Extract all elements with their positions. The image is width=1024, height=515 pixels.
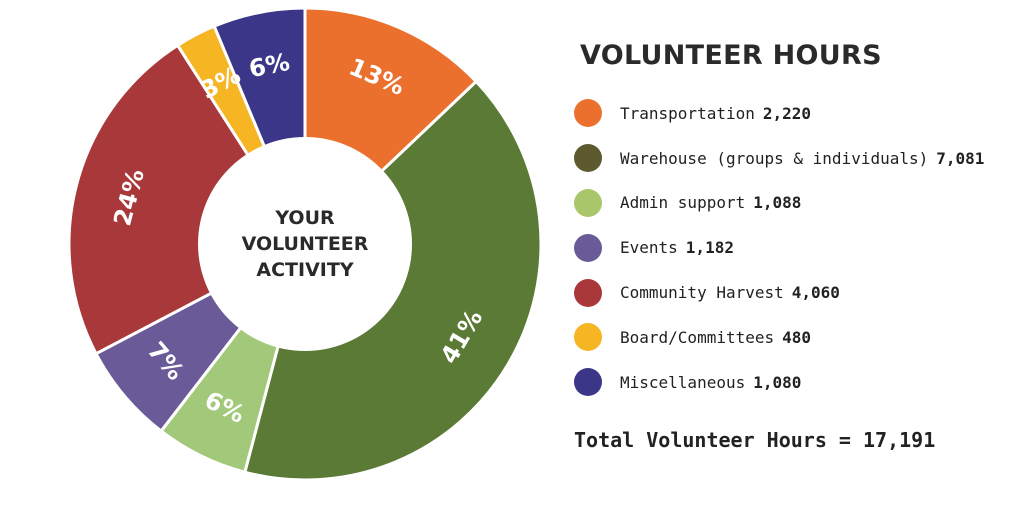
legend-item: Events 1,182 (574, 225, 1014, 270)
legend-swatch (574, 278, 602, 307)
center-label-line-2: ACTIVITY (256, 259, 353, 281)
legend-category-value: 1,088 (753, 193, 802, 213)
legend-category-name: Board/Committees (620, 327, 775, 347)
legend-swatch (574, 188, 602, 217)
legend-category-value: 7,081 (936, 148, 985, 168)
legend-label: Miscellaneous 1,080 (620, 373, 801, 392)
legend-swatch (574, 323, 602, 352)
legend-category-name: Admin support (620, 193, 746, 213)
legend-category-name: Warehouse (groups & individuals) (620, 148, 929, 168)
legend-title: VOLUNTEER HOURS (580, 40, 882, 71)
legend-category-name: Transportation (620, 103, 755, 123)
legend-label: Board/Committees 480 (620, 328, 811, 347)
total-volunteer-hours: Total Volunteer Hours = 17,191 (574, 428, 936, 452)
donut-hole (198, 137, 412, 351)
center-label: YOUR VOLUNTEER ACTIVITY (242, 207, 369, 281)
legend-swatch (574, 368, 602, 397)
legend-item: Warehouse (groups & individuals) 7,081 (574, 136, 1014, 181)
legend-swatch (574, 233, 602, 262)
legend: VOLUNTEER HOURS Transportation 2,220 Wareh… (574, 40, 1014, 405)
legend-category-value: 1,080 (753, 372, 802, 392)
legend-label: Admin support 1,088 (620, 193, 801, 212)
legend-item: Board/Committees 480 (574, 315, 1014, 360)
legend-category-name: Events (620, 238, 678, 258)
legend-label: Transportation 2,220 (620, 104, 811, 123)
legend-item: Miscellaneous 1,080 (574, 360, 1014, 405)
legend-item: Admin support 1,088 (574, 181, 1014, 226)
center-label-line-1: VOLUNTEER (242, 233, 369, 255)
legend-category-name: Community Harvest (620, 283, 784, 303)
legend-swatch (574, 99, 602, 128)
legend-items: Transportation 2,220 Warehouse (groups & i… (574, 91, 1014, 405)
legend-item: Transportation 2,220 (574, 91, 1014, 136)
legend-label: Community Harvest 4,060 (620, 283, 840, 302)
legend-item: Community Harvest 4,060 (574, 270, 1014, 315)
center-label-line-0: YOUR (274, 207, 335, 229)
legend-label: Events 1,182 (620, 238, 734, 257)
legend-category-value: 480 (782, 327, 812, 347)
legend-category-value: 1,182 (685, 238, 734, 258)
legend-swatch (574, 144, 602, 173)
legend-category-value: 2,220 (762, 103, 812, 123)
legend-label: Warehouse (groups & individuals) 7,081 (620, 149, 984, 168)
legend-category-value: 4,060 (791, 283, 840, 303)
legend-category-name: Miscellaneous (620, 372, 746, 392)
slice-community-harvest (67, 43, 308, 356)
